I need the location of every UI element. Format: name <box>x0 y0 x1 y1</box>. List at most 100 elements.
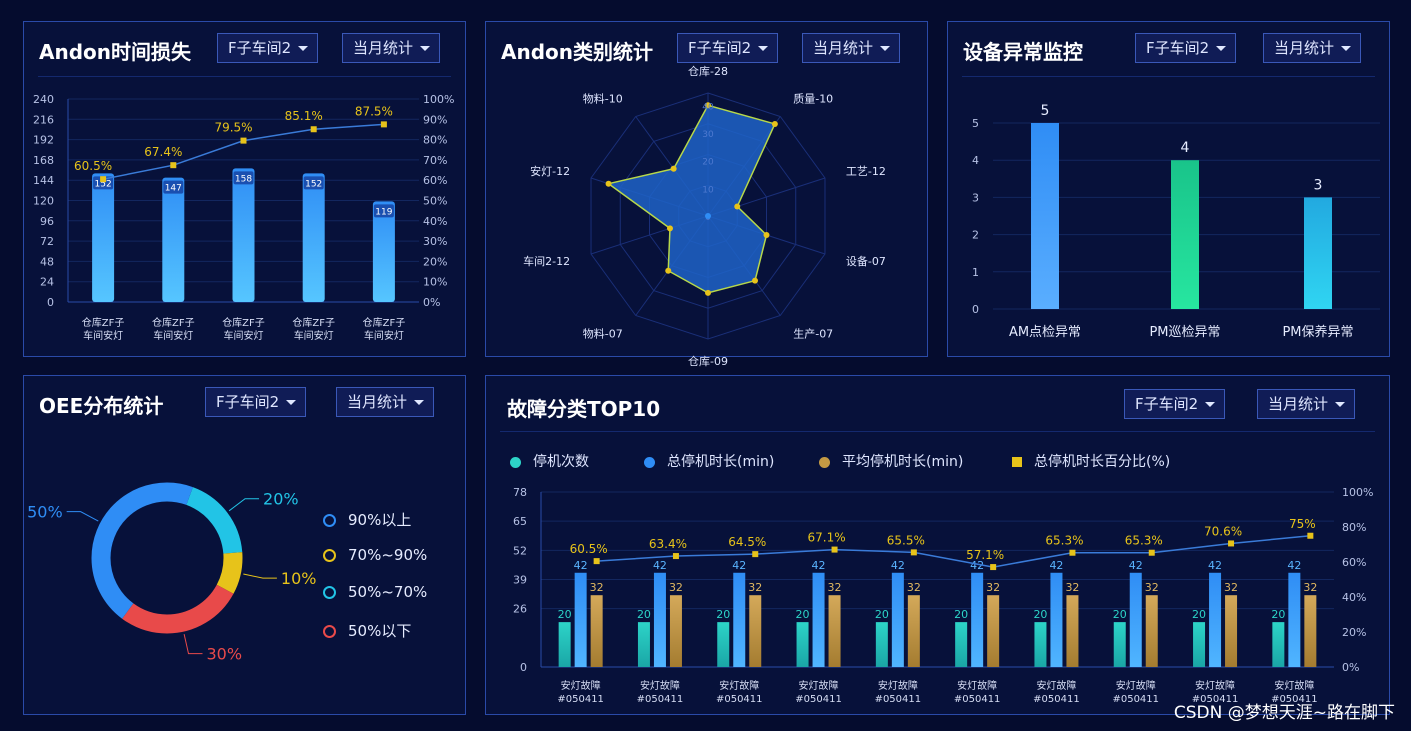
bar <box>1050 572 1063 667</box>
y2-tick-label: 100% <box>423 93 454 106</box>
data-label: 32 <box>669 581 683 594</box>
x-tick-label: 仓库ZF子 <box>292 316 335 329</box>
data-label: 152 <box>95 179 112 189</box>
data-label: 32 <box>1224 581 1238 594</box>
period-select[interactable]: 当月统计 <box>802 33 901 63</box>
bar <box>1129 572 1142 667</box>
y-tick-label: 65 <box>513 515 527 528</box>
y-tick-label: 3 <box>972 191 979 204</box>
y-tick-label: 120 <box>33 195 54 208</box>
y2-tick-label: 80% <box>1342 521 1366 534</box>
radar-tick-label: 40 <box>702 102 714 112</box>
legend-ring-icon <box>323 625 336 638</box>
line-point <box>380 121 387 128</box>
data-label: 32 <box>1303 581 1317 594</box>
title-divider <box>500 431 1375 432</box>
legend-label: 90%以上 <box>348 511 412 529</box>
radar-point <box>751 277 758 284</box>
panel-title: 设备异常监控 <box>963 40 1083 64</box>
bar <box>1288 572 1301 667</box>
period-select[interactable]: 当月统计 <box>336 387 435 417</box>
legend-label: 总停机时长(min) <box>667 454 775 470</box>
bar <box>717 622 730 667</box>
data-label: 119 <box>375 207 392 217</box>
x-tick-label: 安灯故障 <box>640 679 680 692</box>
radar-point <box>763 232 770 239</box>
legend-item: 总停机时长(min) <box>644 451 774 471</box>
workshop-select[interactable]: F子车间2 <box>205 387 307 417</box>
period-select-value: 当月统计 <box>353 39 414 57</box>
data-label: 32 <box>748 581 762 594</box>
legend-ring-icon <box>323 586 336 599</box>
y2-tick-label: 20% <box>1342 626 1366 639</box>
chevron-down-icon <box>1335 402 1346 407</box>
radar-point <box>670 165 677 172</box>
bar <box>749 595 762 667</box>
workshop-select[interactable]: F子车间2 <box>677 33 779 63</box>
radar-axis-label: 仓库-09 <box>688 354 728 368</box>
period-select[interactable]: 当月统计 <box>1263 33 1362 63</box>
bar <box>971 572 984 667</box>
leader-line <box>66 511 99 522</box>
x-tick-label: 车间安灯 <box>294 329 334 342</box>
radar-tick-label: 30 <box>702 130 714 140</box>
y-tick-label: 96 <box>40 215 54 228</box>
radar-axis-label: 工艺-12 <box>846 165 886 178</box>
line-series <box>596 535 1311 568</box>
legend-item: 90%以上 <box>323 509 411 530</box>
legend-item: 50%以下 <box>323 620 411 641</box>
y-tick-label: 0 <box>520 661 527 674</box>
period-select[interactable]: 当月统计 <box>342 33 441 63</box>
y-tick-label: 48 <box>40 255 54 268</box>
radar-point <box>665 267 672 274</box>
radar-center <box>705 213 711 219</box>
line-point <box>240 137 247 144</box>
bar <box>558 622 571 667</box>
radar-axis-label: 设备-07 <box>846 254 886 268</box>
radar-axis-label: 生产-07 <box>793 326 833 340</box>
x-tick-label: 仓库ZF子 <box>222 316 265 329</box>
data-label: 42 <box>1287 559 1301 572</box>
data-label: 42 <box>970 559 984 572</box>
bar <box>302 173 325 302</box>
workshop-select[interactable]: F子车间2 <box>1135 33 1237 63</box>
line-point <box>910 549 917 556</box>
bar <box>653 572 666 667</box>
data-label: 158 <box>235 174 252 184</box>
period-select[interactable]: 当月统计 <box>1257 389 1356 419</box>
line-label: 63.4% <box>649 537 687 551</box>
data-label: 20 <box>1271 608 1285 621</box>
workshop-select[interactable]: F子车间2 <box>1124 389 1226 419</box>
data-label-bg <box>163 180 184 194</box>
radar-tick-label: 10 <box>702 185 714 195</box>
chevron-down-icon <box>1205 402 1216 407</box>
slice-label: 20% <box>263 490 299 509</box>
donut-slice <box>91 482 243 634</box>
line-point <box>100 176 107 183</box>
bar <box>1304 595 1317 667</box>
radar-point <box>605 180 612 187</box>
y2-tick-label: 60% <box>1342 556 1366 569</box>
bar <box>733 572 746 667</box>
bar <box>1304 197 1332 309</box>
data-label: 42 <box>574 559 588 572</box>
x-tick-label: #050411 <box>1033 694 1080 705</box>
x-tick-label: #050411 <box>1271 694 1318 705</box>
radar-axis-label: 安灯-12 <box>530 164 570 178</box>
workshop-select[interactable]: F子车间2 <box>217 33 319 63</box>
period-select-value: 当月统计 <box>1268 395 1329 413</box>
bar <box>987 595 1000 667</box>
x-tick-label: AM点检异常 <box>1009 325 1081 340</box>
x-tick-label: 安灯故障 <box>878 679 918 692</box>
data-label: 20 <box>875 608 889 621</box>
radar-point <box>734 203 741 210</box>
data-label: 42 <box>891 559 905 572</box>
chevron-down-icon <box>286 400 297 405</box>
bar <box>796 622 809 667</box>
x-tick-label: #050411 <box>954 694 1001 705</box>
radar-axis-label: 物料-07 <box>583 326 623 340</box>
line-label: 64.5% <box>728 535 766 549</box>
data-label: 20 <box>558 608 572 621</box>
x-tick-label: 安灯故障 <box>957 679 997 692</box>
line-label: 67.1% <box>807 531 845 545</box>
